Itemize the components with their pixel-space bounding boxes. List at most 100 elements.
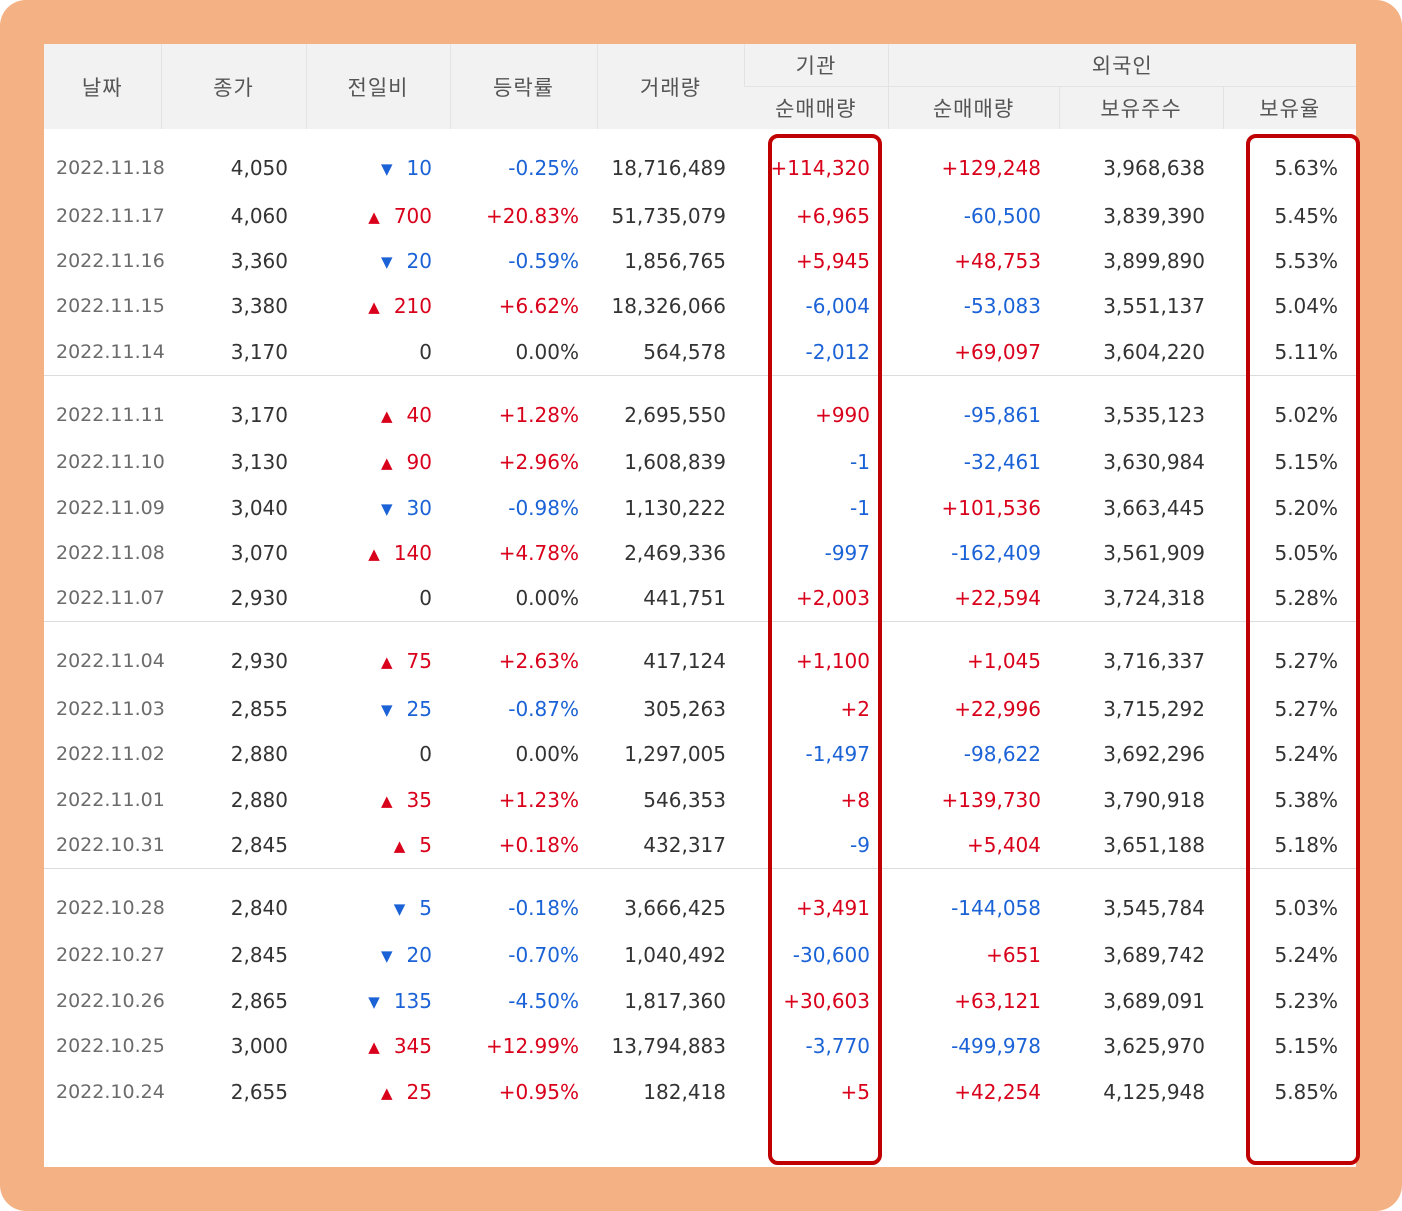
cell-date: 2022.11.01	[56, 788, 165, 811]
cell-foreign-holdings: 3,968,638	[1103, 156, 1205, 180]
cell-close: 2,880	[230, 787, 288, 812]
cell-foreign-holdings: 3,689,091	[1103, 988, 1205, 1013]
cell-change: ▼ 5	[306, 869, 450, 933]
cell-foreign-net: -98,622	[963, 742, 1041, 767]
header-institution-net: 순매매량	[744, 86, 888, 129]
cell-close: 3,360	[230, 249, 288, 274]
change-value: 35	[406, 787, 432, 812]
change-value: 90	[406, 450, 432, 475]
cell-volume: 18,326,066	[611, 294, 726, 319]
cell-change: ▼ 20	[306, 933, 450, 978]
cell-change: ▼ 10	[306, 129, 450, 193]
cell-foreign-net: +101,536	[941, 495, 1041, 520]
cell-institution-net: +30,603	[783, 988, 870, 1013]
change-value: 210	[393, 294, 432, 319]
cell-institution-net: +2	[840, 696, 870, 721]
cell-foreign-net: +63,121	[954, 988, 1041, 1013]
table-row: 2022.11.10 3,130 ▲ 90 +2.96% 1,608,839 -1 -32,4…	[44, 440, 1356, 485]
up-arrow-icon: ▲	[381, 406, 393, 425]
cell-volume: 51,735,079	[611, 203, 726, 228]
cell-rate: +20.83%	[485, 203, 579, 228]
cell-close: 3,170	[230, 402, 288, 427]
cell-change: ▲ 25	[306, 1069, 450, 1114]
cell-change: ▲ 75	[306, 622, 450, 686]
cell-change: ▲ 140	[306, 530, 450, 575]
table-row: 2022.10.27 2,845 ▼ 20 -0.70% 1,040,492 -30,600…	[44, 933, 1356, 978]
cell-date: 2022.10.24	[56, 1080, 165, 1103]
cell-foreign-net: -95,861	[963, 402, 1041, 427]
cell-volume: 1,297,005	[624, 742, 726, 767]
cell-volume: 1,130,222	[624, 495, 726, 520]
cell-close: 2,840	[230, 895, 288, 920]
investor-trading-table: 날짜 종가 전일비 등락률 거래량 기관 외국인 순매매량 순매매량 보유주수 …	[44, 44, 1356, 1114]
cell-rate: +2.96%	[498, 450, 579, 475]
header-rate: 등락률	[449, 44, 597, 129]
group-separator	[44, 867, 1356, 869]
cell-close: 2,855	[230, 696, 288, 721]
table-row: 2022.10.25 3,000 ▲ 345 +12.99% 13,794,883 -3,7…	[44, 1023, 1356, 1068]
cell-foreign-holdings: 3,551,137	[1103, 294, 1205, 319]
cell-rate: +6.62%	[498, 294, 579, 319]
cell-rate: -0.25%	[508, 156, 579, 180]
cell-change: ▲ 5	[306, 822, 450, 868]
table-row: 2022.10.26 2,865 ▼ 135 -4.50% 1,817,360 +30,60…	[44, 978, 1356, 1023]
cell-close: 3,130	[230, 450, 288, 475]
cell-volume: 1,856,765	[624, 249, 726, 274]
change-value: 5	[419, 895, 432, 920]
cell-foreign-net: +42,254	[954, 1079, 1041, 1104]
cell-change: 0	[306, 329, 450, 375]
cell-foreign-ratio: 5.04%	[1274, 294, 1339, 319]
cell-rate: +0.95%	[498, 1079, 579, 1104]
cell-rate: -0.70%	[508, 943, 579, 968]
cell-change: ▲ 345	[306, 1023, 450, 1068]
cell-foreign-holdings: 3,790,918	[1103, 787, 1205, 812]
cell-date: 2022.11.02	[56, 743, 165, 766]
cell-volume: 432,317	[643, 832, 726, 857]
change-value: 0	[419, 586, 432, 611]
cell-foreign-ratio: 5.85%	[1274, 1079, 1339, 1104]
change-value: 10	[406, 156, 432, 180]
change-value: 0	[419, 742, 432, 767]
cell-close: 4,050	[230, 156, 288, 180]
cell-foreign-net: +48,753	[954, 249, 1041, 274]
cell-date: 2022.11.11	[56, 403, 165, 426]
up-arrow-icon: ▲	[368, 545, 380, 564]
cell-foreign-net: -162,409	[951, 541, 1041, 566]
cell-foreign-net: +22,996	[954, 696, 1041, 721]
table-row: 2022.10.28 2,840 ▼ 5 -0.18% 3,666,425 +3,491 -1…	[44, 869, 1356, 933]
cell-foreign-holdings: 3,604,220	[1103, 339, 1205, 364]
down-arrow-icon: ▼	[381, 499, 393, 518]
cell-date: 2022.10.25	[56, 1035, 165, 1058]
cell-foreign-ratio: 5.27%	[1274, 649, 1339, 674]
cell-date: 2022.10.26	[56, 989, 165, 1012]
cell-foreign-holdings: 3,651,188	[1103, 832, 1205, 857]
cell-change: ▲ 90	[306, 440, 450, 485]
change-value: 25	[406, 1079, 432, 1104]
cell-foreign-holdings: 3,724,318	[1103, 586, 1205, 611]
cell-institution-net: -2,012	[805, 339, 870, 364]
cell-rate: -0.59%	[508, 249, 579, 274]
down-arrow-icon: ▼	[381, 160, 393, 178]
change-value: 40	[406, 402, 432, 427]
change-value: 135	[393, 988, 432, 1013]
cell-change: ▲ 700	[306, 193, 450, 238]
up-arrow-icon: ▲	[381, 791, 393, 810]
cell-date: 2022.10.31	[56, 833, 165, 856]
cell-close: 3,070	[230, 541, 288, 566]
cell-foreign-ratio: 5.03%	[1274, 895, 1339, 920]
table-row: 2022.11.14 3,170 0 0.00% 564,578 -2,012 +69,09…	[44, 329, 1356, 375]
cell-volume: 13,794,883	[611, 1034, 726, 1059]
cell-institution-net: +114,320	[770, 156, 870, 180]
change-value: 75	[406, 649, 432, 674]
table-row: 2022.11.09 3,040 ▼ 30 -0.98% 1,130,222 -1 +101,…	[44, 485, 1356, 530]
cell-foreign-ratio: 5.45%	[1274, 203, 1339, 228]
cell-date: 2022.11.18	[56, 157, 165, 179]
cell-foreign-ratio: 5.24%	[1274, 742, 1339, 767]
cell-foreign-holdings: 3,839,390	[1103, 203, 1205, 228]
cell-institution-net: -1,497	[805, 742, 870, 767]
cell-date: 2022.11.07	[56, 587, 165, 610]
up-arrow-icon: ▲	[381, 454, 393, 473]
cell-rate: +1.28%	[498, 402, 579, 427]
table-row: 2022.10.31 2,845 ▲ 5 +0.18% 432,317 -9 +5,404 3,…	[44, 822, 1356, 868]
trading-table-panel: 날짜 종가 전일비 등락률 거래량 기관 외국인 순매매량 순매매량 보유주수 …	[44, 44, 1356, 1167]
